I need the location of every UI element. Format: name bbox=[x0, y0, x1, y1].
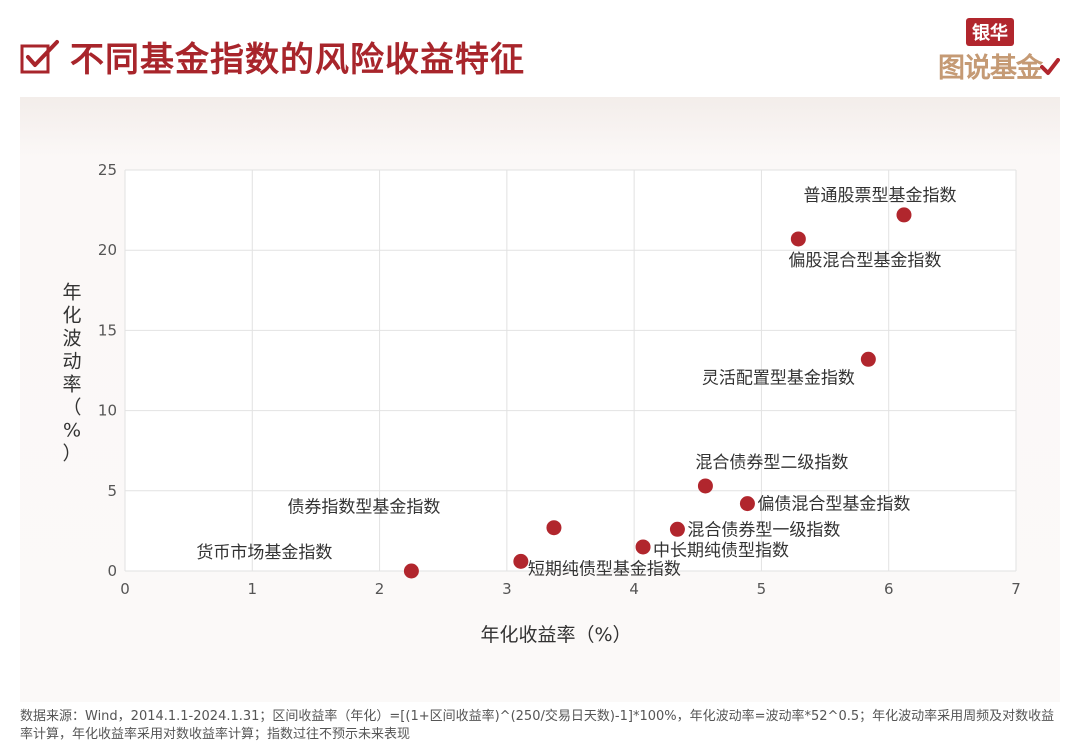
y-tick-label: 25 bbox=[98, 161, 117, 179]
y-tick-label: 10 bbox=[98, 402, 117, 420]
scatter-point bbox=[739, 496, 755, 512]
scatter-point bbox=[635, 539, 651, 555]
point-label: 货币市场基金指数 bbox=[196, 543, 332, 563]
scatter-point bbox=[403, 563, 419, 579]
checkbox-check-icon bbox=[20, 40, 59, 74]
x-tick-label: 0 bbox=[120, 580, 130, 598]
x-tick-label: 1 bbox=[248, 580, 258, 598]
x-tick-label: 4 bbox=[629, 580, 639, 598]
y-tick-label: 5 bbox=[107, 482, 117, 500]
scatter-point bbox=[896, 207, 912, 223]
scatter-chart: 0 1 2 3 4 5 6 7 0 5 10 15 20 25 普通股票型基金指数偏股混合型基金指数灵活… bbox=[62, 161, 1021, 646]
y-tick-labels: 0 5 10 15 20 25 bbox=[98, 161, 117, 580]
scatter-point bbox=[790, 231, 806, 247]
header: 不同基金指数的风险收益特征 银华 图说基金 bbox=[0, 0, 1080, 95]
y-axis-label: 年化波动率（%） bbox=[62, 282, 81, 465]
data-points bbox=[403, 207, 912, 579]
logo-bottom-text: 图说基金 bbox=[938, 53, 1043, 84]
point-label: 偏债混合型基金指数 bbox=[757, 495, 910, 515]
x-axis-label: 年化收益率（%） bbox=[480, 624, 631, 646]
point-label: 普通股票型基金指数 bbox=[803, 186, 956, 206]
y-tick-label: 15 bbox=[98, 321, 117, 339]
scatter-point bbox=[669, 521, 685, 537]
scatter-point bbox=[546, 520, 562, 536]
scatter-point bbox=[513, 553, 529, 569]
y-tick-label: 0 bbox=[107, 562, 117, 580]
x-tick-label: 3 bbox=[502, 580, 512, 598]
point-label: 灵活配置型基金指数 bbox=[702, 368, 855, 388]
point-label: 短期纯债型基金指数 bbox=[528, 559, 681, 579]
logo-top-text: 银华 bbox=[966, 18, 1014, 46]
chart-panel: 0 1 2 3 4 5 6 7 0 5 10 15 20 25 普通股票型基金指数 偏股混合型基金指数 灵活… bbox=[20, 97, 1060, 702]
x-tick-label: 5 bbox=[757, 580, 767, 598]
grid bbox=[124, 169, 1017, 572]
x-tick-labels: 0 1 2 3 4 5 6 7 bbox=[120, 580, 1021, 598]
point-label: 混合债券型一级指数 bbox=[687, 520, 840, 540]
x-tick-label: 6 bbox=[884, 580, 894, 598]
point-label: 偏股混合型基金指数 bbox=[788, 251, 941, 271]
point-labels: 普通股票型基金指数偏股混合型基金指数灵活配置型基金指数混合债券型二级指数偏债混合… bbox=[196, 186, 956, 579]
point-label: 混合债券型二级指数 bbox=[695, 453, 848, 473]
plot-area bbox=[125, 170, 1016, 571]
point-label: 中长期纯债型指数 bbox=[653, 541, 789, 561]
point-label: 债券指数型基金指数 bbox=[287, 498, 440, 518]
logo-check-icon bbox=[1040, 58, 1060, 75]
x-tick-label: 2 bbox=[375, 580, 385, 598]
footnote: 数据来源：Wind，2014.1.1-2024.1.31；区间收益率（年化）=[… bbox=[20, 709, 1055, 742]
scatter-point bbox=[697, 478, 713, 494]
page-title: 不同基金指数的风险收益特征 bbox=[70, 40, 525, 80]
scatter-point bbox=[860, 351, 876, 367]
x-tick-label: 7 bbox=[1011, 580, 1021, 598]
brand-logo: 银华 图说基金 bbox=[936, 16, 1060, 84]
y-tick-label: 20 bbox=[98, 241, 117, 259]
